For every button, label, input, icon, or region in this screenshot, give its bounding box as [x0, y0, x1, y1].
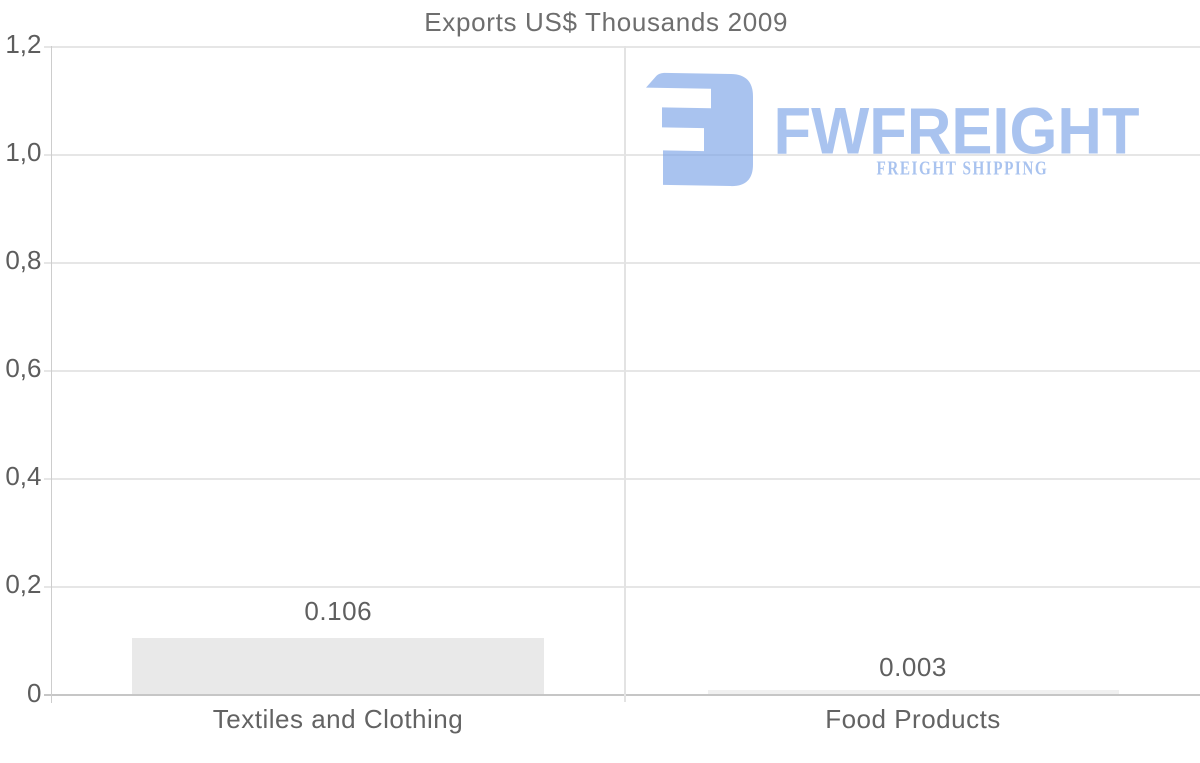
svg-text:FWFREIGHT: FWFREIGHT: [774, 94, 1140, 168]
svg-text:FREIGHT SHIPPING: FREIGHT SHIPPING: [877, 157, 1049, 179]
